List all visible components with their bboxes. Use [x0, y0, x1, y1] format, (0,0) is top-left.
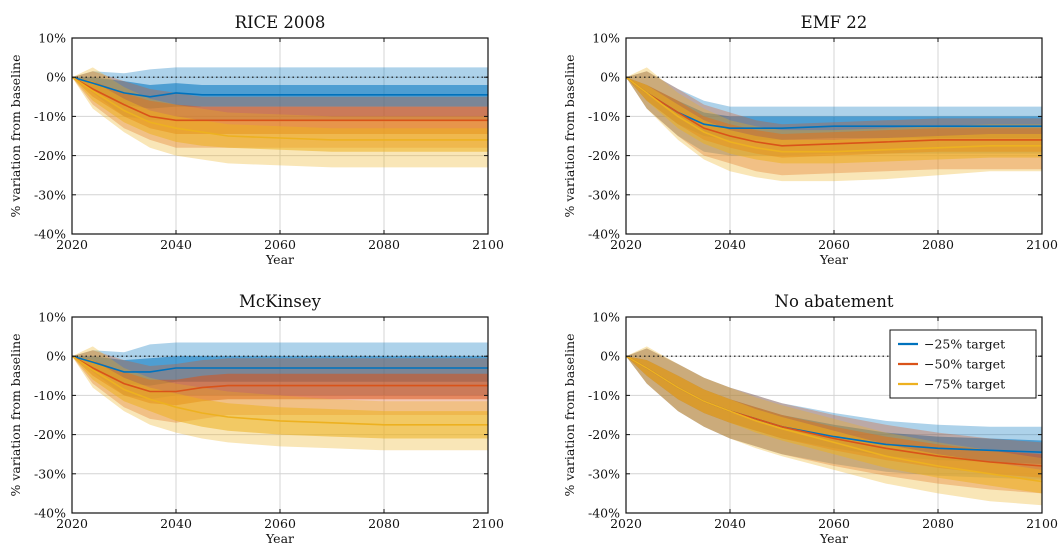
y-tick-label: -10% — [588, 388, 620, 403]
y-tick-label: -40% — [34, 227, 66, 242]
median-line-series-1 — [72, 355, 488, 373]
y-tick-label: -20% — [34, 148, 66, 163]
y-axis-label: % variation from baseline — [8, 333, 23, 496]
y-tick-label: -20% — [34, 427, 66, 442]
y-tick-label: -20% — [588, 148, 620, 163]
legend-label-series-1: −25% target — [924, 337, 1005, 352]
band-inner-series-3 — [72, 77, 488, 152]
y-tick-label: -10% — [34, 109, 66, 124]
median-line-series-2 — [72, 76, 488, 122]
band-inner-series-3 — [626, 356, 1042, 494]
y-tick-label: -10% — [34, 388, 66, 403]
y-tick-label: 0% — [600, 70, 620, 85]
x-tick-label: 2040 — [160, 237, 192, 252]
x-tick-label: 2100 — [472, 237, 504, 252]
y-axis-label: % variation from baseline — [562, 333, 577, 496]
band-inner-series-2 — [626, 356, 1042, 478]
plot-area — [72, 67, 488, 168]
median-line-series-2 — [72, 355, 488, 393]
plot-area — [626, 346, 1042, 506]
x-tick-label: 2040 — [160, 516, 192, 531]
y-tick-label: 10% — [38, 310, 66, 325]
legend-label-series-3: −75% target — [924, 377, 1005, 392]
y-tick-label: 0% — [46, 349, 66, 364]
chart-title: RICE 2008 — [235, 13, 326, 32]
median-line-series-3 — [626, 76, 1042, 153]
x-axis-label: Year — [819, 252, 848, 267]
y-tick-label: -10% — [588, 109, 620, 124]
chart-title: No abatement — [775, 292, 894, 311]
y-tick-label: 0% — [46, 70, 66, 85]
x-tick-label: 2080 — [922, 237, 954, 252]
x-axis-label: Year — [265, 531, 294, 546]
band-inner-series-3 — [72, 356, 488, 439]
y-tick-label: -20% — [588, 427, 620, 442]
legend: −25% target −50% target −75% target — [889, 329, 1037, 399]
y-tick-label: 0% — [600, 349, 620, 364]
x-tick-label: 2060 — [818, 237, 850, 252]
x-tick-label: 2040 — [714, 237, 746, 252]
y-tick-label: -30% — [34, 187, 66, 202]
median-line-series-3 — [72, 76, 488, 141]
x-tick-label: 2020 — [610, 516, 642, 531]
band-inner-series-1 — [72, 77, 488, 109]
y-tick-label: -40% — [34, 506, 66, 521]
x-axis-label: Year — [265, 252, 294, 267]
x-tick-label: 2060 — [264, 516, 296, 531]
plot-area — [626, 67, 1042, 182]
x-tick-label: 2080 — [368, 516, 400, 531]
x-tick-label: 2100 — [1026, 237, 1058, 252]
x-tick-label: 2020 — [56, 237, 88, 252]
chart-panel-4: 2020 2040 2060 2080 2100 10% 0% -10% -20% -30% -40… — [562, 292, 1058, 546]
x-tick-label: 2060 — [818, 516, 850, 531]
chart-panel-1: 2020 2040 2060 2080 2100 10% 0% -10% -20% -30% -40… — [8, 13, 504, 267]
x-tick-label: 2020 — [610, 237, 642, 252]
y-tick-label: -30% — [588, 187, 620, 202]
median-line-series-3 — [626, 355, 1042, 483]
x-tick-label: 2100 — [1026, 516, 1058, 531]
y-axis-label: % variation from baseline — [8, 54, 23, 217]
chart-title: McKinsey — [239, 292, 322, 311]
x-tick-label: 2080 — [368, 237, 400, 252]
y-tick-label: -40% — [588, 227, 620, 242]
y-tick-label: 10% — [592, 31, 620, 46]
x-tick-label: 2020 — [56, 516, 88, 531]
legend-label-series-2: −50% target — [924, 357, 1005, 372]
y-tick-label: -30% — [34, 466, 66, 481]
y-tick-label: -40% — [588, 506, 620, 521]
chart-title: EMF 22 — [801, 13, 868, 32]
chart-panel-2: 2020 2040 2060 2080 2100 10% 0% -10% -20% -30% -40… — [562, 13, 1058, 267]
x-axis-label: Year — [819, 531, 848, 546]
band-inner-series-2 — [72, 356, 488, 406]
y-tick-label: 10% — [38, 31, 66, 46]
band-inner-series-1 — [626, 356, 1042, 464]
y-tick-label: 10% — [592, 310, 620, 325]
y-axis-label: % variation from baseline — [562, 54, 577, 217]
y-tick-label: -30% — [588, 466, 620, 481]
median-line-series-2 — [626, 76, 1042, 147]
x-tick-label: 2080 — [922, 516, 954, 531]
x-tick-label: 2040 — [714, 516, 746, 531]
chart-panel-3: 2020 2040 2060 2080 2100 10% 0% -10% -20% -30% -40… — [8, 292, 504, 546]
median-line-series-3 — [72, 355, 488, 426]
median-line-series-1 — [72, 76, 488, 98]
x-tick-label: 2100 — [472, 516, 504, 531]
x-tick-label: 2060 — [264, 237, 296, 252]
